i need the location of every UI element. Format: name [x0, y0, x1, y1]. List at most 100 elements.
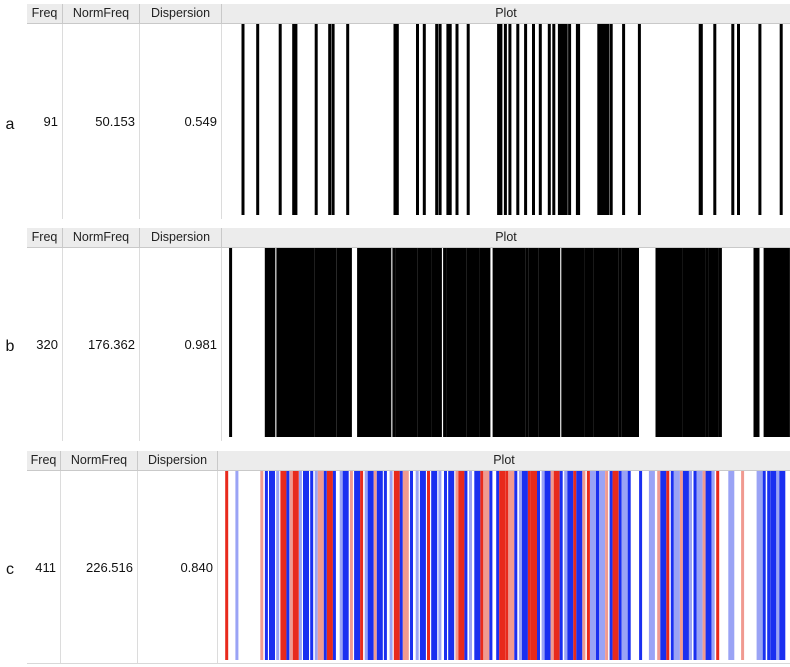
occurrence-mark [621, 471, 628, 660]
occurrence-mark [292, 471, 299, 660]
occurrence-mark [278, 248, 285, 437]
occurrence-mark [576, 471, 583, 660]
occurrence-mark [660, 471, 667, 660]
occurrence-mark [282, 248, 289, 437]
occurrence-mark [544, 248, 550, 437]
occurrence-mark [292, 24, 296, 215]
occurrence-mark [393, 471, 400, 660]
column-header-plot[interactable]: Plot [222, 4, 790, 24]
column-header-plot[interactable]: Plot [222, 228, 790, 248]
occurrence-mark [345, 248, 352, 437]
concordance-table: Freq NormFreq Dispersion Plot 411 226.51… [27, 451, 790, 664]
occurrence-mark [346, 24, 350, 215]
occurrence-mark [373, 471, 377, 660]
occurrence-mark [627, 471, 631, 660]
panel-label: b [5, 338, 15, 355]
occurrence-mark [753, 248, 760, 437]
occurrence-mark [702, 471, 706, 660]
occurrence-mark [497, 24, 501, 215]
column-header-normfreq[interactable]: NormFreq [61, 451, 138, 471]
occurrence-mark [519, 248, 526, 437]
occurrence-mark [374, 248, 380, 437]
occurrence-mark [538, 24, 542, 215]
occurrence-mark [455, 471, 459, 660]
occurrence-mark [590, 471, 596, 660]
occurrence-mark [494, 248, 501, 437]
occurrence-mark [269, 471, 275, 660]
occurrence-mark [311, 248, 315, 437]
occurrence-mark [531, 471, 537, 660]
column-header-plot[interactable]: Plot [218, 451, 790, 471]
occurrence-mark [455, 24, 459, 215]
occurrence-mark [699, 248, 706, 437]
column-header-freq[interactable]: Freq [27, 228, 63, 248]
occurrence-mark [297, 248, 304, 437]
occurrence-mark [333, 248, 337, 437]
column-header-dispersion[interactable]: Dispersion [138, 451, 218, 471]
occurrence-mark [278, 24, 282, 215]
occurrence-mark [693, 248, 696, 437]
occurrence-mark [469, 471, 472, 660]
occurrence-mark [541, 471, 545, 660]
occurrence-mark [276, 471, 280, 660]
occurrence-mark [573, 248, 580, 437]
panel-label: c [6, 561, 14, 578]
occurrence-mark [392, 248, 396, 437]
occurrence-mark [264, 471, 268, 660]
dispersion-value: 0.981 [140, 248, 222, 441]
occurrence-mark [508, 248, 514, 437]
occurrence-mark [525, 248, 529, 437]
occurrence-mark [260, 471, 264, 660]
occurrence-mark [571, 248, 575, 437]
occurrence-mark [567, 471, 574, 660]
occurrence-mark [458, 471, 465, 660]
column-header-normfreq[interactable]: NormFreq [63, 4, 140, 24]
panel-b: b Freq NormFreq Dispersion Plot 320 176.… [0, 228, 790, 441]
occurrence-mark [336, 248, 343, 437]
occurrence-mark [383, 471, 387, 660]
occurrence-mark [527, 471, 531, 660]
occurrence-mark [673, 248, 680, 437]
occurrence-mark [767, 471, 771, 660]
occurrence-mark [682, 248, 686, 437]
occurrence-mark [431, 471, 438, 660]
dispersion-plot [223, 248, 790, 441]
occurrence-mark [444, 471, 447, 660]
column-header-freq[interactable]: Freq [27, 451, 61, 471]
occurrence-mark [404, 248, 408, 437]
column-header-dispersion[interactable]: Dispersion [140, 228, 222, 248]
occurrence-mark [505, 471, 509, 660]
occurrence-mark [443, 248, 447, 437]
occurrence-mark [718, 248, 722, 437]
occurrence-mark [604, 24, 608, 215]
occurrence-mark [314, 248, 321, 437]
occurrence-mark [229, 248, 233, 437]
occurrence-mark [298, 471, 302, 660]
occurrence-mark [395, 24, 399, 215]
occurrence-mark [503, 24, 507, 215]
occurrence-mark [364, 471, 368, 660]
occurrence-mark [280, 471, 287, 660]
occurrence-mark [711, 471, 715, 660]
panel-label: a [5, 116, 15, 133]
occurrence-mark [532, 248, 539, 437]
occurrence-mark [564, 24, 568, 215]
occurrence-mark [360, 471, 364, 660]
occurrence-mark [609, 24, 613, 215]
occurrence-mark [671, 248, 675, 437]
occurrence-mark [699, 24, 703, 215]
column-header-freq[interactable]: Freq [27, 4, 63, 24]
occurrence-mark [606, 24, 610, 215]
column-header-dispersion[interactable]: Dispersion [140, 4, 222, 24]
occurrence-mark [557, 24, 561, 215]
occurrence-mark [568, 24, 572, 215]
occurrence-mark [599, 24, 603, 215]
column-header-normfreq[interactable]: NormFreq [63, 228, 140, 248]
occurrence-mark [516, 24, 520, 215]
concordance-table: Freq NormFreq Dispersion Plot 320 176.36… [27, 228, 790, 441]
occurrence-mark [331, 24, 335, 215]
occurrence-mark [521, 471, 528, 660]
panel-c: c Freq NormFreq Dispersion Plot 411 226.… [0, 451, 790, 664]
occurrence-mark [484, 248, 491, 437]
occurrence-mark [399, 471, 403, 660]
